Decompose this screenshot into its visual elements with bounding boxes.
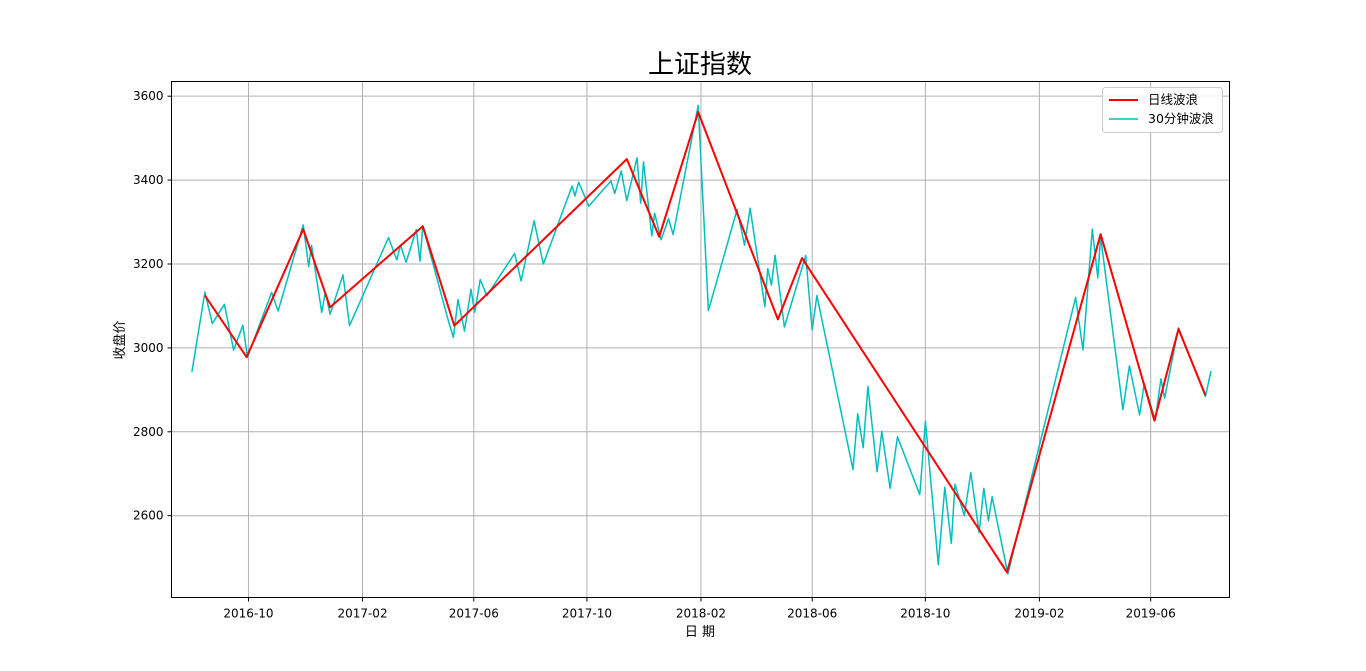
legend-label-daily: 日线波浪 [1148,92,1198,107]
series-line-daily [204,111,1207,574]
y-tick-label: 3000 [133,341,164,355]
legend-box [1102,87,1223,133]
y-tick-label: 3400 [133,173,164,187]
y-tick-label: 3600 [133,89,164,103]
y-tick-label: 3200 [133,257,164,271]
y-tick-label: 2600 [133,509,164,523]
x-tick-label: 2017-06 [449,607,499,621]
x-tick-label: 2018-06 [787,607,837,621]
ticks: 2600 2800 3000 3200 3400 3600 2016-10 2017-02 20… [133,89,1176,620]
series-layer [191,104,1212,575]
x-tick-label: 2019-06 [1126,607,1176,621]
x-axis-label: 日 期 [685,625,715,640]
x-tick-label: 2017-02 [337,607,387,621]
y-axis-label: 收盘价 [112,320,128,359]
y-tick-label: 2800 [133,425,164,439]
x-tick-label: 2018-02 [676,607,726,621]
x-tick-label: 2018-10 [900,607,950,621]
legend: 日线波浪 30分钟波浪 [1102,87,1223,133]
legend-label-30min: 30分钟波浪 [1148,111,1214,126]
x-tick-label: 2019-02 [1014,607,1064,621]
x-tick-label: 2017-10 [562,607,612,621]
grid [171,81,1230,598]
x-tick-label: 2016-10 [223,607,273,621]
chart-title: 上证指数 [648,50,752,80]
